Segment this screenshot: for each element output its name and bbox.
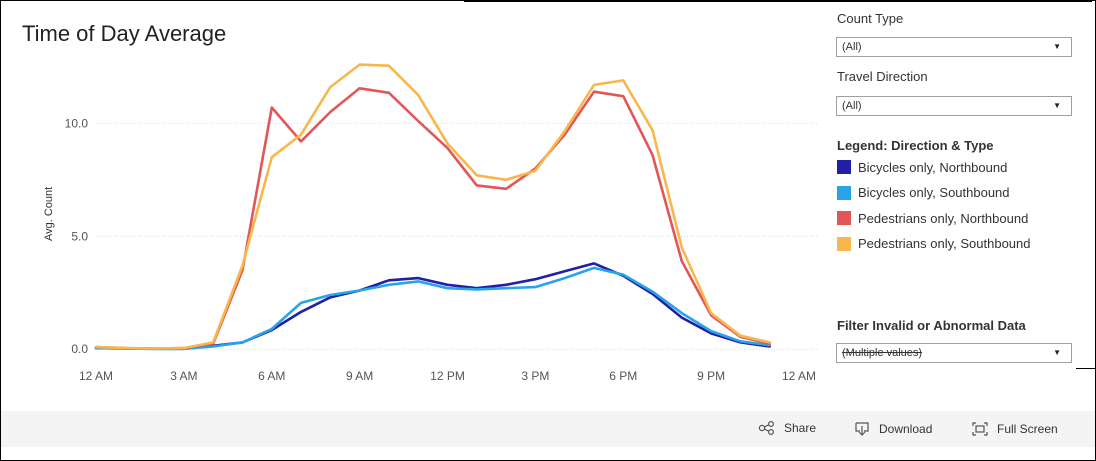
fullscreen-icon [972, 422, 988, 436]
y-tick-label: 0.0 [71, 342, 88, 356]
grid-layer [96, 122, 819, 350]
travel-direction-value: (All) [842, 100, 862, 112]
chart-title: Time of Day Average [22, 21, 227, 46]
count-type-select[interactable]: (All) ▼ [836, 37, 1072, 57]
share-button[interactable]: Share [758, 421, 816, 435]
travel-direction-select[interactable]: (All) ▼ [836, 96, 1072, 116]
chevron-down-icon: ▼ [1053, 348, 1061, 357]
y-tick-label: 5.0 [71, 229, 88, 243]
toolbar-footer: Share Download Full Screen [1, 411, 1095, 447]
download-button[interactable]: Download [853, 421, 932, 437]
legend-swatch [837, 185, 851, 200]
series-layer [94, 63, 772, 351]
legend-label: Bicycles only, Northbound [858, 159, 1008, 175]
line-chart: 0.0 5.0 10.0 12 AM 3 AM 6 AM 9 AM 12 PM 3 PM 6 PM… [43, 63, 819, 383]
panel-divider [1076, 368, 1095, 369]
x-tick-label: 6 PM [609, 369, 637, 383]
axis-layer: 0.0 5.0 10.0 12 AM 3 AM 6 AM 9 AM 12 PM 3 PM 6 PM… [65, 116, 816, 383]
series-line-1[interactable] [94, 266, 772, 351]
chevron-down-icon: ▼ [1053, 42, 1061, 51]
y-tick-label: 10.0 [65, 116, 89, 130]
legend-item[interactable]: Bicycles only, Northbound [837, 158, 1007, 176]
y-axis-title: Avg. Count [43, 187, 55, 241]
legend-item[interactable]: Pedestrians only, Northbound [837, 209, 1028, 227]
x-tick-label: 9 AM [346, 369, 373, 383]
download-label: Download [879, 422, 933, 436]
legend-label: Pedestrians only, Southbound [858, 236, 1031, 251]
filter-select[interactable]: (Multiple values) ▼ [836, 343, 1072, 363]
fullscreen-label: Full Screen [997, 422, 1058, 436]
series-line-0[interactable] [94, 262, 772, 351]
legend-swatch [837, 236, 851, 251]
legend-label: Bicycles only, Southbound [858, 185, 1010, 200]
legend-swatch [837, 160, 851, 174]
series-line-3[interactable] [94, 63, 772, 350]
travel-direction-label: Travel Direction [837, 69, 928, 84]
legend-item[interactable]: Pedestrians only, Southbound [837, 235, 1031, 253]
fullscreen-button[interactable]: Full Screen [971, 421, 1058, 437]
count-type-value: (All) [842, 41, 862, 53]
x-tick-label: 12 PM [430, 369, 465, 383]
x-tick-label: 3 PM [521, 369, 549, 383]
x-tick-label: 12 AM [79, 369, 113, 383]
legend-title: Legend: Direction & Type [837, 138, 994, 153]
share-label: Share [784, 421, 817, 435]
chevron-down-icon: ▼ [1053, 101, 1061, 110]
legend-swatch [837, 211, 851, 225]
share-icon [758, 421, 774, 435]
x-tick-label: 6 AM [258, 369, 285, 383]
x-tick-label: 9 PM [697, 369, 725, 383]
series-line-2[interactable] [94, 87, 772, 350]
filter-label: Filter Invalid or Abnormal Data [837, 318, 1026, 333]
filter-value: (Multiple values) [842, 347, 923, 359]
count-type-label: Count Type [837, 11, 904, 26]
legend-label: Pedestrians only, Northbound [858, 210, 1029, 226]
x-tick-label: 3 AM [170, 369, 197, 383]
x-tick-label: 12 AM [782, 369, 816, 383]
top-border-line [464, 1, 1092, 2]
legend-item[interactable]: Bicycles only, Southbound [837, 184, 1010, 202]
download-icon [855, 422, 869, 436]
